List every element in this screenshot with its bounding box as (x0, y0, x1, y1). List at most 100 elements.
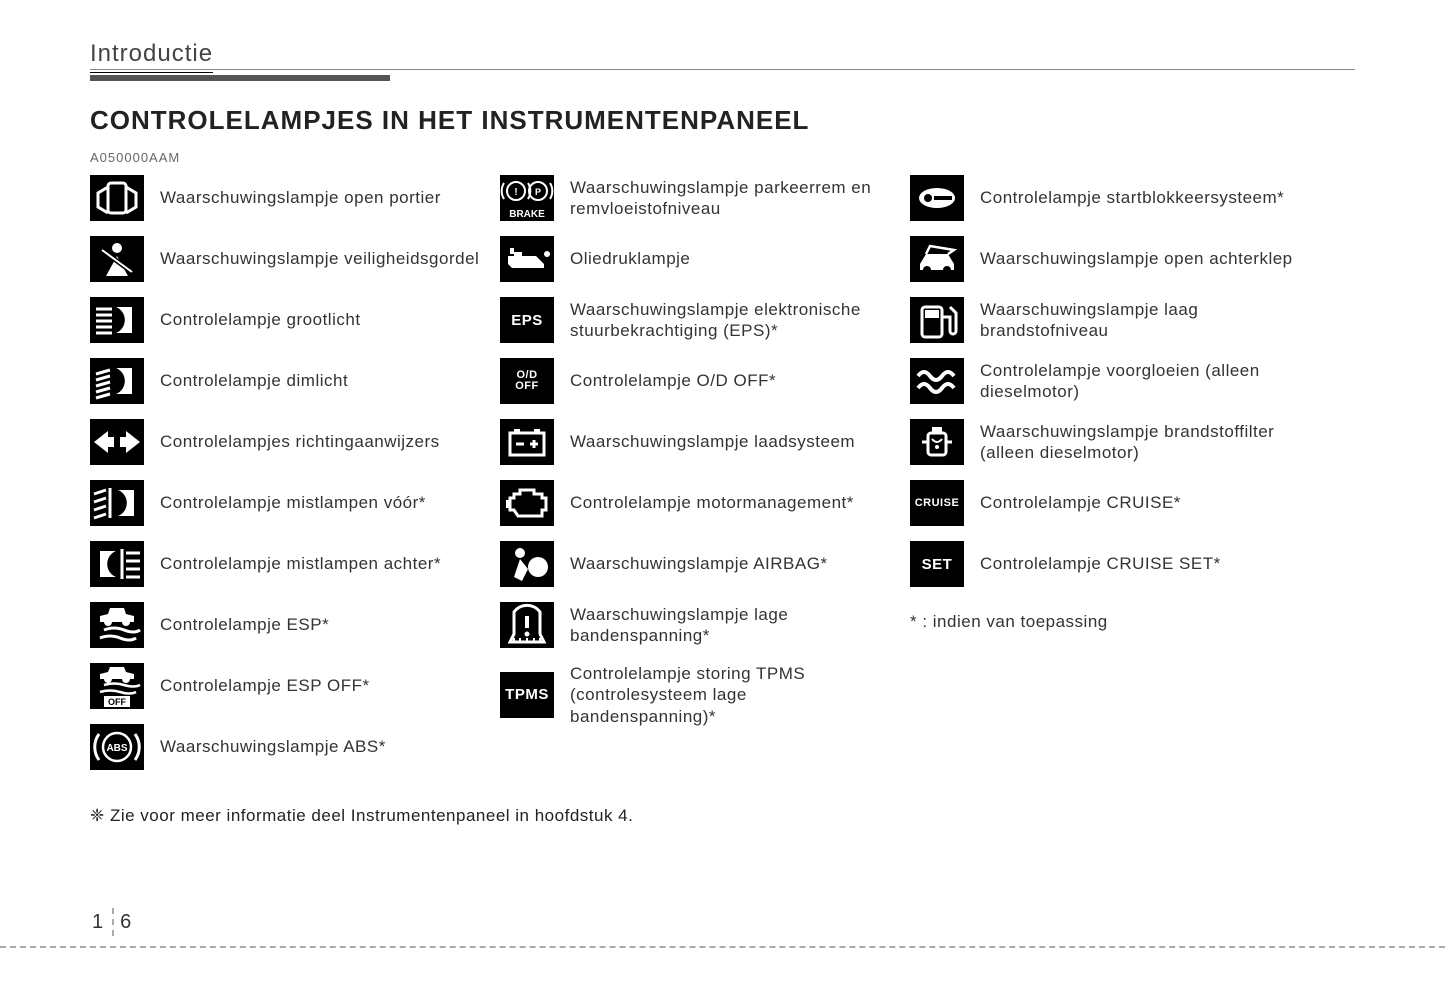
chapter-number: 1 (92, 911, 106, 934)
indicator-label: Controlelampje motormanagement* (570, 492, 854, 513)
document-page: Introductie CONTROLELAMPJES IN HET INSTR… (0, 0, 1445, 998)
footnote: ❈ Zie voor meer informatie deel Instrume… (90, 806, 1355, 826)
indicator-label: Controlelampje grootlicht (160, 309, 361, 330)
icon-text-label: TPMS (505, 687, 549, 702)
trunk-icon (910, 236, 964, 282)
header-rule-thin (90, 69, 1355, 70)
indicator-item: Waarschuwingslampje open achterklep (910, 236, 1320, 282)
legend-note: * : indien van toepassing (910, 612, 1108, 632)
eps-text-icon: EPS (500, 297, 554, 343)
fuel-filter-icon (910, 419, 964, 465)
svg-text:P: P (535, 187, 541, 197)
indicator-label: Controlelampje ESP OFF* (160, 675, 370, 696)
indicator-item: Controlelampje ESP* (90, 602, 480, 648)
indicator-label: Waarschuwingslampje laadsysteem (570, 431, 855, 452)
svg-text:BRAKE: BRAKE (509, 209, 545, 220)
indicator-label: Controlelampje mistlampen vóór* (160, 492, 426, 513)
low-beam-icon (90, 358, 144, 404)
indicator-item: ABS Waarschuwingslampje ABS* (90, 724, 480, 770)
od-off-text-icon: O/D OFF (500, 358, 554, 404)
engine-icon (500, 480, 554, 526)
indicator-label: Controlelampje storing TPMS (controlesys… (570, 663, 890, 727)
column-2: !PBRAKEWaarschuwingslampje parkeerrem en… (500, 175, 890, 770)
indicator-item: Controlelampje startblokkeersysteem* (910, 175, 1320, 221)
indicator-item: !PBRAKEWaarschuwingslampje parkeerrem en… (500, 175, 890, 221)
indicator-item: Controlelampje grootlicht (90, 297, 480, 343)
page-footer: 1 6 (0, 946, 1445, 948)
seatbelt-icon (90, 236, 144, 282)
indicator-item: Controlelampje motormanagement* (500, 480, 890, 526)
indicator-item: Controlelampje dimlicht (90, 358, 480, 404)
set-text-icon: SET (910, 541, 964, 587)
page-number-value: 6 (120, 911, 134, 934)
indicator-item: Waarschuwingslampje AIRBAG* (500, 541, 890, 587)
page-title: CONTROLELAMPJES IN HET INSTRUMENTENPANEE… (90, 105, 1355, 136)
indicator-item: Controlelampjes richtingaanwijzers (90, 419, 480, 465)
icon-text-label: EPS (511, 313, 543, 328)
indicator-label: Waarschuwingslampje open achterklep (980, 248, 1293, 269)
indicator-item: OFF Controlelampje ESP OFF* (90, 663, 480, 709)
glow-plug-icon (910, 358, 964, 404)
svg-text:ABS: ABS (106, 743, 127, 754)
indicator-label: Controlelampje O/D OFF* (570, 370, 776, 391)
svg-text:OFF: OFF (108, 697, 126, 707)
indicator-item: Oliedruklampje (500, 236, 890, 282)
oil-icon (500, 236, 554, 282)
brake-icon: !PBRAKE (500, 175, 554, 221)
fog-rear-icon (90, 541, 144, 587)
doc-code: A050000AAM (90, 150, 1355, 165)
indicator-label: Controlelampje dimlicht (160, 370, 348, 391)
tire-pressure-icon (500, 602, 554, 648)
indicator-item: O/D OFF Controlelampje O/D OFF* (500, 358, 890, 404)
indicator-item: * : indien van toepassing (910, 612, 1320, 632)
page-number-separator (112, 908, 114, 936)
indicator-label: Controlelampje startblokkeersysteem* (980, 187, 1284, 208)
indicator-label: Waarschuwingslampje brandstoffilter (all… (980, 421, 1320, 464)
indicator-item: Controlelampje mistlampen vóór* (90, 480, 480, 526)
indicator-label: Controlelampje CRUISE SET* (980, 553, 1221, 574)
abs-icon: ABS (90, 724, 144, 770)
column-1: Waarschuwingslampje open portier Waarschu… (90, 175, 480, 770)
page-number: 1 6 (92, 908, 134, 936)
fuel-icon (910, 297, 964, 343)
header-rule (90, 75, 390, 81)
footer-dashed-line (0, 946, 1445, 948)
indicator-item: Waarschuwingslampje veiligheidsgordel (90, 236, 480, 282)
indicator-label: Waarschuwingslampje ABS* (160, 736, 386, 757)
fog-front-icon (90, 480, 144, 526)
indicator-item: Waarschuwingslampje lage bandenspanning* (500, 602, 890, 648)
indicator-label: Waarschuwingslampje veiligheidsgordel (160, 248, 479, 269)
turn-signals-icon (90, 419, 144, 465)
indicator-item: Waarschuwingslampje laadsysteem (500, 419, 890, 465)
indicator-label: Controlelampje ESP* (160, 614, 329, 635)
indicator-item: Controlelampje mistlampen achter* (90, 541, 480, 587)
indicator-label: Controlelampje CRUISE* (980, 492, 1181, 513)
tpms-text-icon: TPMS (500, 672, 554, 718)
indicator-label: Controlelampje voorgloeien (alleen diese… (980, 360, 1320, 403)
immobilizer-icon (910, 175, 964, 221)
indicator-label: Controlelampje mistlampen achter* (160, 553, 441, 574)
airbag-icon (500, 541, 554, 587)
indicator-item: Waarschuwingslampje brandstoffilter (all… (910, 419, 1320, 465)
indicator-item: SET Controlelampje CRUISE SET* (910, 541, 1320, 587)
column-3: Controlelampje startblokkeersysteem* Waar… (910, 175, 1320, 770)
indicator-item: Waarschuwingslampje open portier (90, 175, 480, 221)
indicator-item: EPS Waarschuwingslampje elektronische stu… (500, 297, 890, 343)
indicator-item: Waarschuwingslampje laag brandstofniveau (910, 297, 1320, 343)
indicator-item: CRUISE Controlelampje CRUISE* (910, 480, 1320, 526)
battery-icon (500, 419, 554, 465)
indicator-label: Waarschuwingslampje lage bandenspanning* (570, 604, 890, 647)
indicator-label: Waarschuwingslampje parkeerrem en remvlo… (570, 177, 890, 220)
door-open-icon (90, 175, 144, 221)
indicator-label: Waarschuwingslampje open portier (160, 187, 441, 208)
indicator-label: Waarschuwingslampje laag brandstofniveau (980, 299, 1320, 342)
esp-icon (90, 602, 144, 648)
indicator-item: Controlelampje voorgloeien (alleen diese… (910, 358, 1320, 404)
indicator-label: Waarschuwingslampje elektronische stuurb… (570, 299, 890, 342)
indicator-label: Waarschuwingslampje AIRBAG* (570, 553, 828, 574)
indicator-item: TPMS Controlelampje storing TPMS (control… (500, 663, 890, 727)
cruise-text-icon: CRUISE (910, 480, 964, 526)
indicator-columns: Waarschuwingslampje open portier Waarschu… (90, 175, 1355, 770)
high-beam-icon (90, 297, 144, 343)
icon-text-label: O/D OFF (515, 370, 539, 392)
